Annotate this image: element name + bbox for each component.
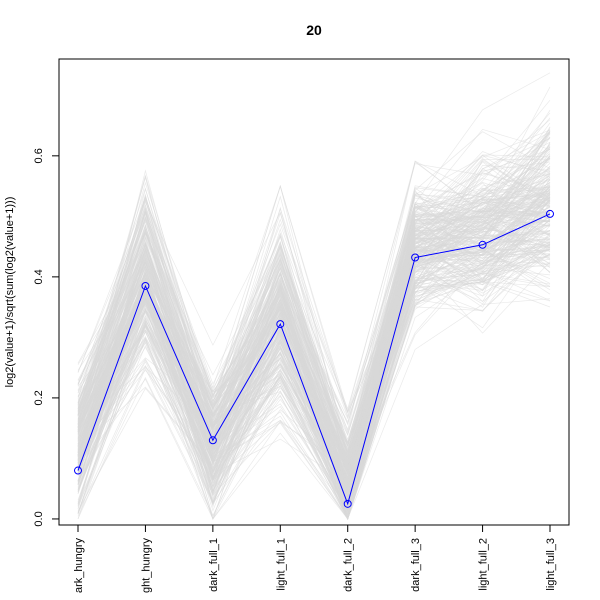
background-series-line (77, 151, 551, 463)
x-tick-label: light_full_2 (478, 538, 490, 591)
background-series-line (77, 175, 551, 480)
highlight-series-line (77, 213, 551, 506)
x-tick-label: dark_full_3 (410, 538, 422, 592)
background-series-line (77, 229, 551, 520)
background-series-line (77, 146, 551, 448)
background-series-line (77, 159, 551, 504)
x-axis: ark_hungry ght_hungry dark_full_1 light_ful… (73, 525, 557, 593)
background-series-line (77, 202, 551, 459)
highlight-point (546, 209, 554, 218)
background-series-line (77, 126, 551, 483)
background-series-line (77, 249, 551, 520)
background-series-line (77, 141, 551, 411)
x-tick-label: dark_full_2 (343, 538, 355, 592)
y-axis-label: log2(value+1)/sqrt(sum(log2(value+1))) (4, 197, 16, 388)
highlight-point (74, 466, 82, 475)
background-series-line (77, 233, 551, 516)
highlight-point (208, 436, 217, 445)
highlight-point (343, 499, 352, 508)
background-series-line (77, 241, 551, 520)
background-series-line (77, 131, 551, 478)
background-series-line (77, 213, 551, 478)
highlight-point (276, 320, 285, 329)
chart-title: 20 (306, 22, 322, 38)
background-series-group (77, 72, 551, 521)
x-tick-label: light_full_3 (545, 538, 557, 591)
background-series-line (77, 280, 551, 509)
background-series-line (77, 155, 551, 498)
y-tick-label: 0.2 (33, 390, 45, 405)
x-tick-label: ark_hungry (73, 538, 85, 594)
highlight-point (478, 240, 487, 249)
plot-frame (58, 58, 570, 526)
background-series-line (77, 211, 551, 457)
background-series-line (77, 209, 551, 520)
background-series-line (77, 219, 551, 509)
background-series-line (77, 190, 551, 514)
background-series-line (77, 199, 551, 479)
y-axis: 0.0 0.2 0.4 0.6 (33, 148, 59, 527)
background-series-line (77, 137, 551, 499)
x-tick-label: ght_hungry (140, 538, 152, 594)
background-series-line (77, 230, 551, 520)
y-tick-label: 0.6 (33, 148, 45, 163)
y-tick-label: 0.0 (33, 511, 45, 526)
background-series-line (77, 145, 551, 465)
background-series-line (77, 157, 551, 482)
x-tick-label: dark_full_1 (208, 538, 220, 592)
background-series-line (77, 253, 551, 484)
highlight-point (141, 281, 150, 290)
y-tick-label: 0.4 (33, 269, 45, 284)
background-series-line (77, 191, 551, 445)
highlight-series-group (74, 209, 554, 508)
highlight-point (411, 253, 420, 262)
x-tick-label: light_full_1 (275, 538, 287, 591)
background-series-line (77, 220, 551, 489)
